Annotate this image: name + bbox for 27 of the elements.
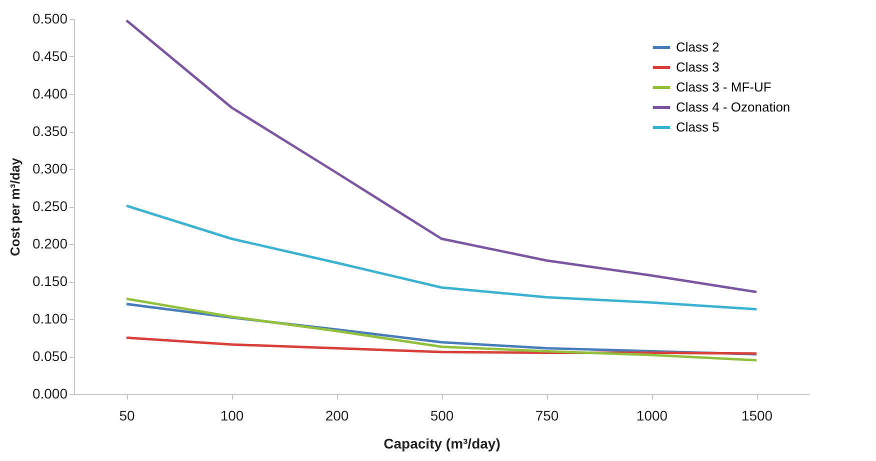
x-tick-label: 1500 [741, 408, 773, 424]
x-tick-label: 500 [430, 408, 454, 424]
line-series [125, 204, 758, 310]
y-tick-label: 0.150 [32, 273, 68, 289]
line-series [125, 298, 758, 362]
y-tick-label: 0.100 [32, 310, 68, 326]
legend-label: Class 3 [676, 60, 720, 74]
y-tick-label: 0.300 [32, 160, 68, 176]
y-tick-label: 0.400 [32, 86, 68, 102]
x-tick-label: 750 [535, 408, 559, 424]
y-tick-label: 0.350 [32, 123, 68, 139]
x-axis-title: Capacity (m³/day) [384, 436, 500, 452]
legend-label: Class 5 [676, 120, 720, 134]
legend-label: Class 4 - Ozonation [676, 100, 790, 114]
x-tick-label: 200 [325, 408, 349, 424]
y-tick-label: 0.500 [32, 10, 68, 26]
y-axis-title: Cost per m³/day [7, 157, 22, 256]
y-tick-label: 0.450 [32, 48, 68, 64]
x-tick-label: 1000 [636, 408, 668, 424]
legend-label: Class 2 [676, 40, 720, 54]
x-tick-label: 100 [220, 408, 244, 424]
y-tick-label: 0.050 [32, 348, 68, 364]
legend-label: Class 3 - MF-UF [676, 80, 772, 94]
y-tick-label: 0.250 [32, 198, 68, 214]
y-tick-label: 0.000 [32, 386, 68, 402]
x-tick-label: 50 [119, 408, 135, 424]
y-tick-label: 0.200 [32, 236, 68, 252]
